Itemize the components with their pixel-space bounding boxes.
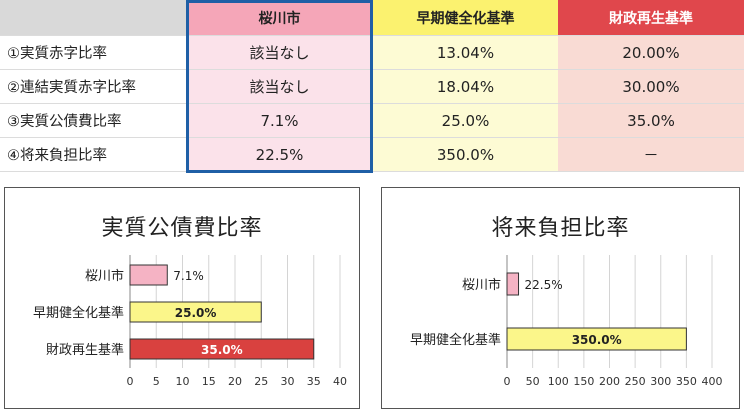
x-tick-label: 50 xyxy=(526,375,540,388)
table-cell-city: 該当なし xyxy=(186,36,373,70)
x-tick-label: 200 xyxy=(599,375,620,388)
x-tick-label: 0 xyxy=(504,375,511,388)
category-label: 桜川市 xyxy=(462,277,501,293)
x-tick-label: 400 xyxy=(702,375,723,388)
table-cell-early: 25.0% xyxy=(373,104,558,138)
table-cell-fin: 30.00% xyxy=(558,70,744,104)
x-tick-label: 300 xyxy=(650,375,671,388)
bar xyxy=(129,264,168,286)
table-row-label: ①実質赤字比率 xyxy=(0,36,186,70)
table-cell-early: 13.04% xyxy=(373,36,558,70)
bar xyxy=(506,272,520,296)
table-header-early: 早期健全化基準 xyxy=(373,0,558,36)
table-row-label: ②連結実質赤字比率 xyxy=(0,70,186,104)
chart-debt-service-ratio: 実質公債費比率 0 5 10 15 20 25 30 35 40 桜川市 7.1% 早期健全化基準 25… xyxy=(4,187,360,409)
data-label: 350.0% xyxy=(572,333,622,347)
category-label: 早期健全化基準 xyxy=(410,332,501,348)
x-tick-label: 35 xyxy=(307,375,321,388)
x-tick-label: 350 xyxy=(676,375,697,388)
category-label: 早期健全化基準 xyxy=(33,305,124,321)
table-cell-fin: 35.0% xyxy=(558,104,744,138)
category-label: 財政再生基準 xyxy=(46,342,124,358)
data-label: 25.0% xyxy=(175,306,217,320)
x-tick-label: 0 xyxy=(127,375,134,388)
table-row-label: ③実質公債費比率 xyxy=(0,104,186,138)
x-tick-label: 40 xyxy=(333,375,347,388)
table-row-label: ④将来負担比率 xyxy=(0,138,186,172)
category-label: 桜川市 xyxy=(85,268,124,284)
table-header-label xyxy=(0,0,186,36)
x-tick-label: 20 xyxy=(228,375,242,388)
x-tick-label: 100 xyxy=(548,375,569,388)
table-cell-city: 22.5% xyxy=(186,138,373,172)
table-cell-fin: 20.00% xyxy=(558,36,744,70)
table-cell-early: 18.04% xyxy=(373,70,558,104)
x-tick-label: 30 xyxy=(281,375,295,388)
table-header-city: 桜川市 xyxy=(186,0,373,36)
chart-svg: 0 50 100 150 200 250 300 350 400 桜川市 22.5% 早期健全化基準 3… xyxy=(410,255,723,388)
bar xyxy=(506,327,687,351)
bar xyxy=(129,338,315,360)
data-label: 22.5% xyxy=(525,278,563,292)
x-tick-label: 15 xyxy=(202,375,216,388)
x-tick-label: 150 xyxy=(573,375,594,388)
ratio-table: 桜川市 早期健全化基準 財政再生基準 ①実質赤字比率 該当なし 13.04% 2… xyxy=(0,0,744,173)
chart-future-burden-ratio: 将来負担比率 0 50 100 150 200 250 300 350 400 桜川市 22.5% 早… xyxy=(381,187,740,409)
x-tick-label: 10 xyxy=(176,375,190,388)
table-cell-city: 7.1% xyxy=(186,104,373,138)
x-tick-label: 5 xyxy=(153,375,160,388)
table-cell-early: 350.0% xyxy=(373,138,558,172)
bar xyxy=(129,301,262,323)
data-label: 35.0% xyxy=(201,343,243,357)
chart-title: 将来負担比率 xyxy=(491,216,630,241)
table-cell-city: 該当なし xyxy=(186,70,373,104)
table-header-fin: 財政再生基準 xyxy=(558,0,744,36)
chart-title: 実質公債費比率 xyxy=(101,216,263,241)
x-tick-label: 25 xyxy=(254,375,268,388)
data-label: 7.1% xyxy=(173,269,204,283)
x-tick-label: 250 xyxy=(625,375,646,388)
chart-svg: 0 5 10 15 20 25 30 35 40 桜川市 7.1% 早期健全化基準 25.0% 財政再生基… xyxy=(33,255,347,388)
table-cell-fin: － xyxy=(558,138,744,172)
